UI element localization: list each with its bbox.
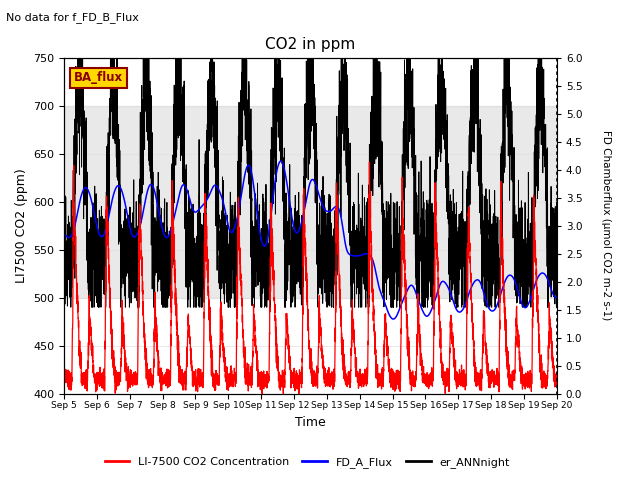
Y-axis label: FD Chamberflux (μmol CO2 m-2 s-1): FD Chamberflux (μmol CO2 m-2 s-1): [600, 131, 611, 321]
Title: CO2 in ppm: CO2 in ppm: [265, 37, 356, 52]
Text: No data for f_FD_B_Flux: No data for f_FD_B_Flux: [6, 12, 140, 23]
Bar: [64, 106, 557, 298]
X-axis label: Time: Time: [295, 416, 326, 429]
Text: BA_flux: BA_flux: [74, 71, 123, 84]
Legend: LI-7500 CO2 Concentration, FD_A_Flux, er_ANNnight: LI-7500 CO2 Concentration, FD_A_Flux, er…: [100, 452, 515, 472]
Y-axis label: LI7500 CO2 (ppm): LI7500 CO2 (ppm): [15, 168, 28, 283]
